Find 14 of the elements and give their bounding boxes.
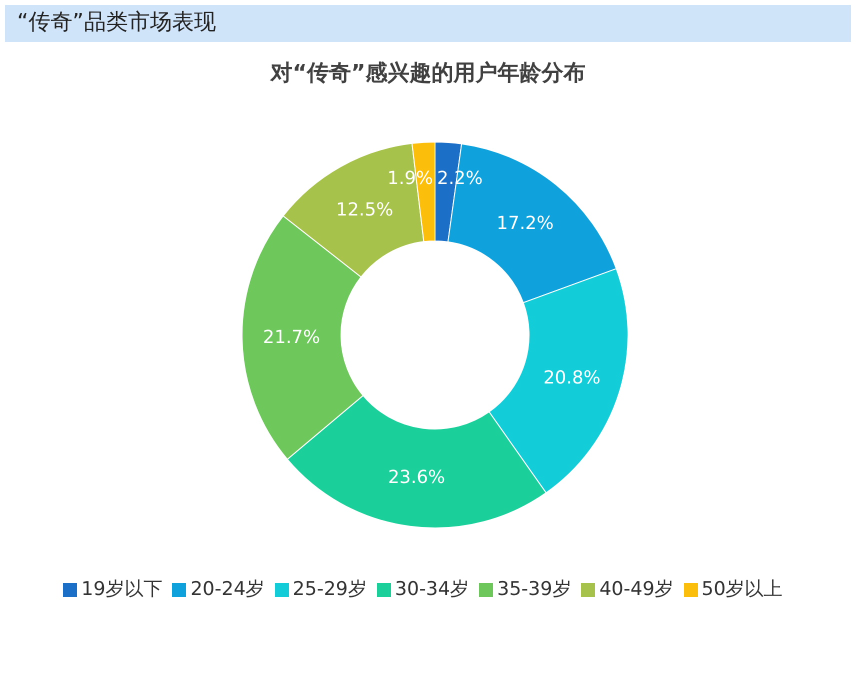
data-label: 20.8%: [543, 367, 601, 388]
legend-label: 30-34岁: [394, 578, 470, 600]
legend-label: 25-29岁: [292, 578, 367, 600]
legend-label: 35-39岁: [497, 578, 572, 600]
data-label: 23.6%: [388, 466, 446, 488]
data-label: 17.2%: [496, 212, 554, 234]
legend-label: 20-24岁: [190, 578, 265, 600]
data-label: 21.7%: [262, 326, 320, 348]
legend-label: 40-49岁: [599, 578, 674, 600]
data-label: 12.5%: [336, 199, 394, 220]
legend-label: 19岁以下: [81, 578, 162, 600]
chart-subtitle: 对“传奇”感兴趣的用户年龄分布: [269, 60, 586, 88]
legend-label: 50岁以上: [702, 578, 783, 600]
chart-title: “传奇”品类市场表现: [17, 10, 216, 36]
